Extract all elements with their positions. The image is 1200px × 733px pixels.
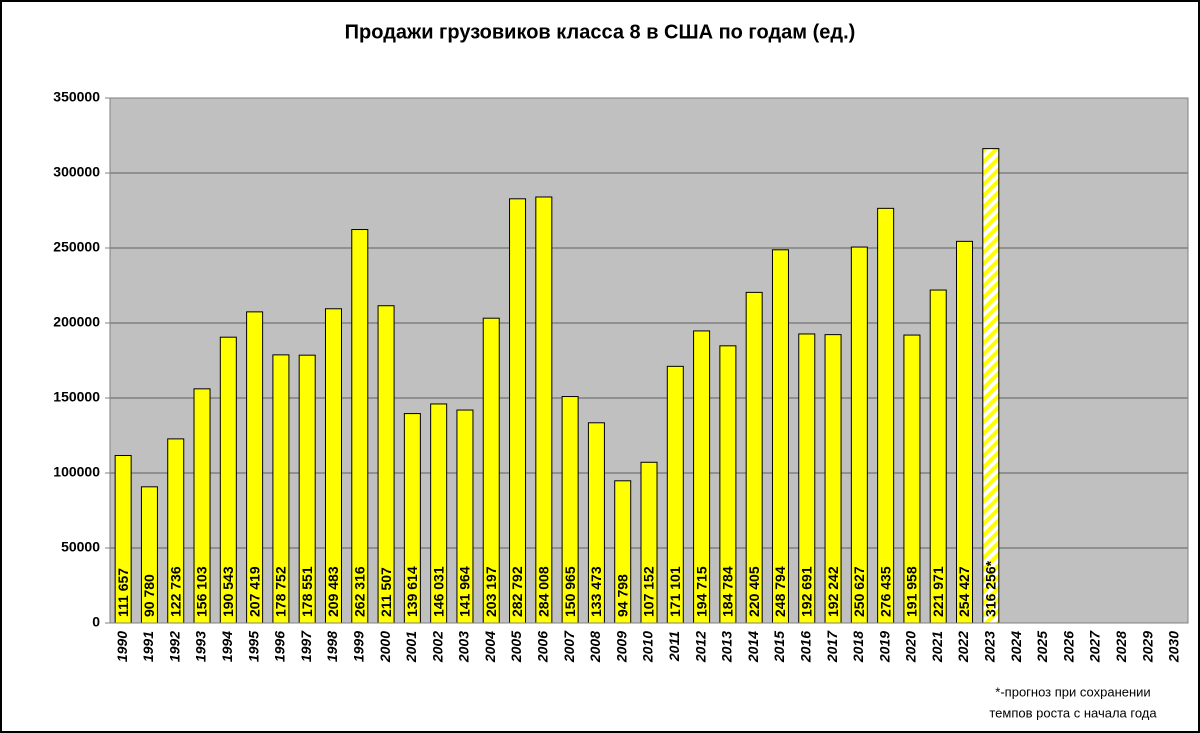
x-tick-label: 2007 bbox=[561, 630, 577, 663]
data-label: 190 543 bbox=[220, 566, 236, 617]
note: *-прогноз при сохранении bbox=[995, 684, 1150, 699]
data-label: 282 792 bbox=[509, 566, 525, 617]
bar bbox=[877, 207, 895, 624]
bar bbox=[956, 240, 974, 624]
note: темпов роста с начала года bbox=[989, 705, 1157, 720]
x-tick-label: 1998 bbox=[324, 631, 340, 662]
y-tick-label: 250000 bbox=[53, 239, 100, 255]
data-label: 207 419 bbox=[246, 566, 262, 617]
data-label: 150 965 bbox=[562, 566, 578, 617]
plot-border bbox=[109, 97, 1189, 624]
x-tick-label: 2000 bbox=[377, 631, 393, 663]
data-label: 254 427 bbox=[956, 566, 972, 617]
x-tick-label: 2011 bbox=[666, 631, 682, 662]
x-tick-label: 1993 bbox=[193, 631, 209, 662]
data-label: 284 008 bbox=[536, 566, 552, 617]
data-label: 107 152 bbox=[641, 566, 657, 617]
data-label: 146 031 bbox=[430, 566, 446, 617]
data-label: 139 614 bbox=[404, 566, 420, 617]
x-tick-label: 2003 bbox=[456, 631, 472, 663]
x-tick-label: 2001 bbox=[403, 631, 419, 663]
bar bbox=[509, 198, 527, 624]
x-tick-label: 1997 bbox=[298, 630, 314, 662]
x-tick-label: 1991 bbox=[140, 631, 156, 662]
data-label: 141 964 bbox=[457, 566, 473, 617]
data-label: 133 473 bbox=[588, 566, 604, 617]
y-tick-label: 300000 bbox=[53, 164, 100, 180]
bar bbox=[982, 148, 1000, 624]
data-label: 221 971 bbox=[930, 566, 946, 617]
x-tick-label: 2014 bbox=[745, 631, 761, 663]
data-label: 192 691 bbox=[798, 566, 814, 617]
data-label: 184 784 bbox=[720, 566, 736, 617]
x-tick-label: 1996 bbox=[272, 631, 288, 662]
data-label: 192 242 bbox=[825, 566, 841, 617]
x-tick-label: 1999 bbox=[350, 631, 366, 662]
x-tick-label: 2030 bbox=[1166, 631, 1182, 663]
data-label: 203 197 bbox=[483, 566, 499, 617]
x-tick-label: 2017 bbox=[824, 630, 840, 663]
y-tick-label: 200000 bbox=[53, 314, 100, 330]
data-label: 276 435 bbox=[877, 566, 893, 617]
x-tick-label: 2006 bbox=[535, 631, 551, 663]
x-tick-label: 2026 bbox=[1060, 631, 1076, 663]
x-tick-label: 2021 bbox=[929, 631, 945, 663]
data-label: 122 736 bbox=[167, 566, 183, 617]
data-label: 209 483 bbox=[325, 566, 341, 617]
x-tick-label: 2018 bbox=[850, 631, 866, 663]
data-label: 248 794 bbox=[772, 566, 788, 617]
data-label: 111 657 bbox=[115, 568, 131, 617]
data-label: 171 101 bbox=[667, 566, 683, 617]
x-tick-label: 2025 bbox=[1034, 631, 1050, 663]
x-tick-label: 2004 bbox=[482, 631, 498, 663]
bar bbox=[535, 196, 553, 624]
data-label: 220 405 bbox=[746, 566, 762, 617]
x-tick-label: 2022 bbox=[955, 631, 971, 663]
x-tick-label: 2010 bbox=[640, 631, 656, 663]
x-tick-label: 2016 bbox=[797, 631, 813, 663]
x-tick-label: 1992 bbox=[166, 631, 182, 662]
chart-title: Продажи грузовиков класса 8 в США по год… bbox=[345, 21, 856, 43]
x-tick-label: 2020 bbox=[903, 631, 919, 663]
data-label: 194 715 bbox=[693, 566, 709, 617]
x-tick-label: 2008 bbox=[587, 631, 603, 663]
x-tick-label: 1994 bbox=[219, 631, 235, 662]
x-tick-label: 2015 bbox=[771, 631, 787, 663]
x-tick-label: 2009 bbox=[613, 631, 629, 663]
y-tick-label: 0 bbox=[92, 614, 100, 630]
data-label: 211 507 bbox=[378, 567, 394, 617]
x-tick-label: 2024 bbox=[1008, 631, 1024, 663]
y-tick-label: 100000 bbox=[53, 464, 100, 480]
y-tick-label: 350000 bbox=[53, 89, 100, 105]
data-label: 262 316 bbox=[351, 566, 367, 617]
data-label: 191 958 bbox=[904, 566, 920, 617]
data-label: 94 798 bbox=[614, 574, 630, 617]
x-tick-label: 2005 bbox=[508, 631, 524, 663]
data-label: 250 627 bbox=[851, 566, 867, 617]
bar bbox=[351, 229, 369, 624]
data-label: 316 256* bbox=[983, 560, 999, 617]
data-label: 178 551 bbox=[299, 566, 315, 617]
data-label: 156 103 bbox=[194, 566, 210, 617]
x-tick-label: 2028 bbox=[1113, 631, 1129, 663]
data-label: 90 780 bbox=[141, 574, 157, 617]
x-tick-label: 1990 bbox=[114, 631, 130, 662]
x-tick-label: 2019 bbox=[876, 631, 892, 663]
x-tick-label: 2029 bbox=[1139, 631, 1155, 663]
data-label: 178 752 bbox=[273, 566, 289, 617]
x-tick-label: 2012 bbox=[692, 631, 708, 663]
x-tick-label: 2013 bbox=[719, 631, 735, 663]
x-tick-label: 1995 bbox=[245, 631, 261, 662]
y-tick-label: 50000 bbox=[61, 539, 100, 555]
x-tick-label: 2023 bbox=[982, 631, 998, 663]
y-tick-label: 150000 bbox=[53, 389, 100, 405]
x-tick-label: 2027 bbox=[1087, 630, 1103, 663]
x-tick-label: 2002 bbox=[429, 631, 445, 663]
